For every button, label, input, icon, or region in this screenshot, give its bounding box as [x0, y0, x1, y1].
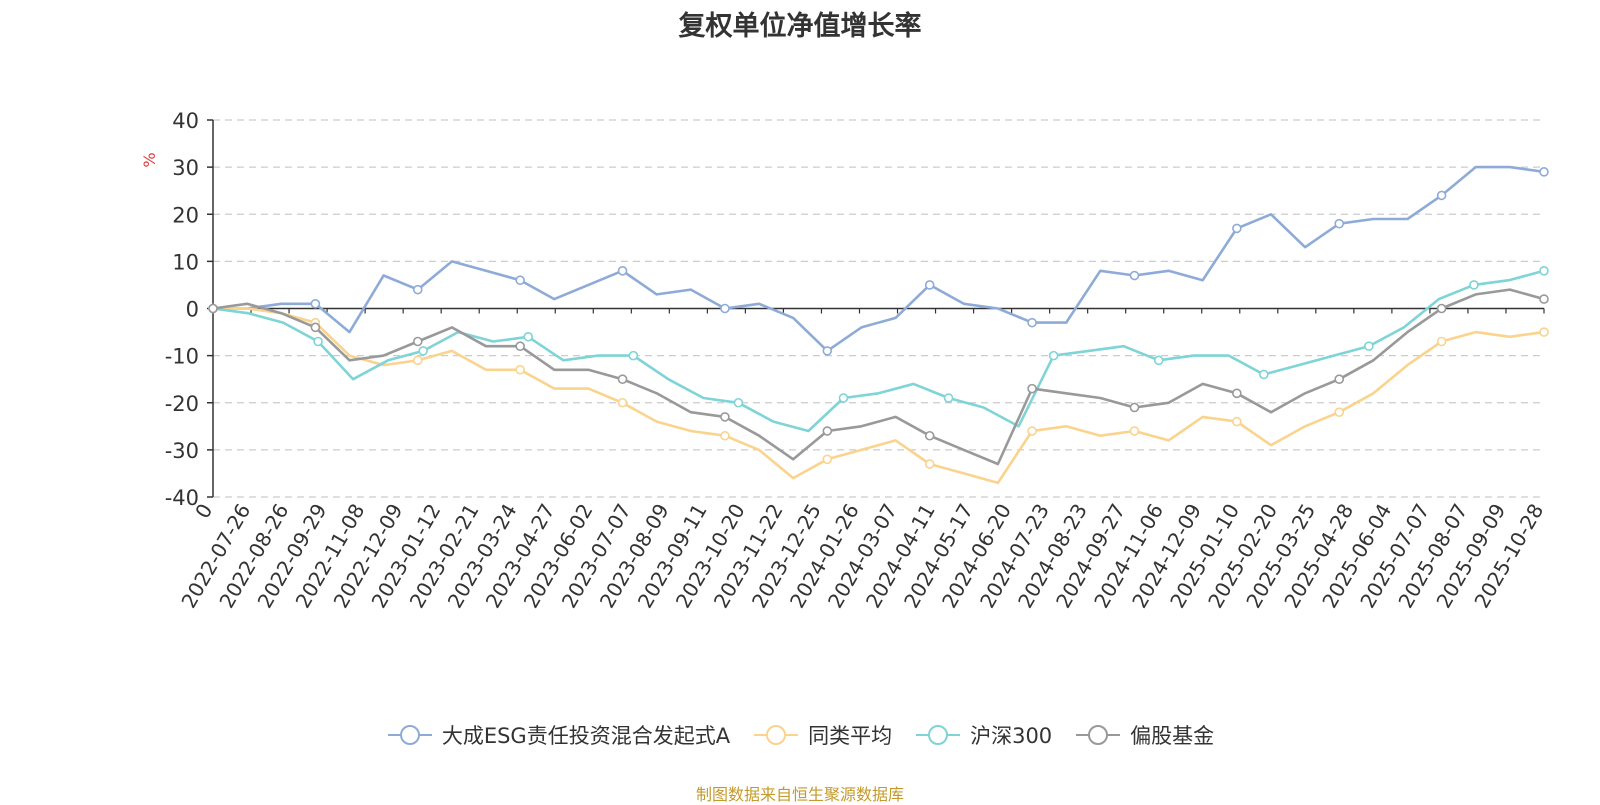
data-point[interactable]: [1048, 350, 1059, 361]
y-tick-label: -20: [165, 392, 199, 416]
data-point[interactable]: [1129, 270, 1140, 281]
legend-item[interactable]: 同类平均: [752, 720, 892, 750]
axes: [207, 119, 1545, 498]
data-point[interactable]: [1436, 336, 1447, 347]
y-tick-labels: 40 30 20 10 0 -10 -20 -30 -40: [165, 109, 199, 510]
grid-lines: [213, 119, 1544, 498]
data-point[interactable]: [515, 364, 525, 375]
legend-item[interactable]: 大成ESG责任投资混合发起式A: [386, 720, 730, 750]
data-point[interactable]: [1027, 317, 1037, 328]
y-tick-label: 10: [172, 250, 199, 274]
data-point[interactable]: [1232, 416, 1242, 427]
data-point[interactable]: [924, 459, 935, 469]
data-point[interactable]: [1334, 374, 1345, 384]
series-3: [208, 288, 1549, 466]
series-line: [213, 165, 1545, 353]
legend-circle-icon: [387, 725, 432, 745]
data-point[interactable]: [208, 303, 218, 314]
data-point[interactable]: [523, 331, 534, 342]
data-point[interactable]: [310, 298, 321, 309]
data-point[interactable]: [733, 397, 744, 408]
y-tick-label: -40: [165, 486, 199, 510]
legend-circle-icon: [916, 725, 961, 745]
data-point[interactable]: [1469, 280, 1479, 290]
legend-label: 同类平均: [808, 724, 893, 748]
chart-title: 复权单位净值增长率: [678, 11, 922, 42]
data-point[interactable]: [1258, 369, 1269, 380]
data-point[interactable]: [412, 355, 423, 366]
source-note: 制图数据来自恒生聚源数据库: [695, 785, 904, 804]
data-point[interactable]: [515, 341, 525, 352]
data-point[interactable]: [1232, 388, 1242, 399]
data-point[interactable]: [1436, 190, 1447, 201]
legend-circle-icon: [1076, 725, 1121, 745]
series-lines: [208, 165, 1549, 485]
data-point[interactable]: [412, 284, 423, 295]
data-point[interactable]: [1364, 341, 1374, 352]
data-point[interactable]: [617, 265, 628, 276]
data-point[interactable]: [720, 430, 730, 441]
data-point[interactable]: [1027, 426, 1037, 436]
data-point[interactable]: [1539, 294, 1549, 304]
data-point[interactable]: [1153, 355, 1164, 366]
data-point[interactable]: [1539, 327, 1549, 337]
legend-item[interactable]: 沪深300: [914, 720, 1052, 750]
y-tick-label: 30: [172, 156, 199, 180]
data-point[interactable]: [720, 303, 730, 314]
data-point[interactable]: [924, 430, 935, 441]
data-point[interactable]: [628, 350, 639, 361]
data-point[interactable]: [1334, 407, 1345, 417]
y-tick-label: 20: [172, 203, 199, 227]
data-point[interactable]: [617, 374, 628, 384]
data-point[interactable]: [1539, 167, 1549, 177]
legend-label: 大成ESG责任投资混合发起式A: [441, 724, 731, 748]
data-point[interactable]: [822, 454, 833, 465]
data-point[interactable]: [1027, 383, 1037, 394]
legend-circle-icon: [754, 725, 799, 745]
series-1: [208, 303, 1549, 485]
series-line: [213, 307, 1545, 485]
legend-item[interactable]: 偏股基金: [1074, 720, 1214, 750]
data-point[interactable]: [1334, 218, 1345, 229]
y-tick-label: 0: [186, 298, 199, 322]
series-0: [208, 165, 1549, 356]
data-point[interactable]: [838, 393, 849, 403]
data-point[interactable]: [943, 393, 954, 403]
data-point[interactable]: [310, 322, 321, 333]
x-tick-labels: 02022-07-262022-08-262022-09-292022-11-0…: [176, 499, 1548, 612]
data-point[interactable]: [1232, 223, 1242, 234]
data-point[interactable]: [418, 346, 428, 356]
y-tick-label: 40: [172, 109, 199, 133]
data-point[interactable]: [617, 397, 628, 408]
series-line: [212, 288, 1545, 466]
data-point[interactable]: [1129, 402, 1140, 413]
data-point[interactable]: [1129, 426, 1140, 436]
data-point[interactable]: [515, 275, 525, 286]
series-line: [212, 269, 1545, 433]
legend: 大成ESG责任投资混合发起式A 同类平均 沪深300 偏股基金: [0, 720, 1600, 750]
legend-label: 偏股基金: [1130, 724, 1215, 748]
data-point[interactable]: [720, 412, 730, 422]
legend-label: 沪深300: [970, 724, 1053, 748]
y-tick-label: -10: [165, 345, 199, 369]
data-point[interactable]: [924, 280, 935, 290]
data-point[interactable]: [822, 426, 833, 436]
y-tick-label: -30: [165, 439, 199, 463]
x-tick-label: 0: [190, 500, 217, 523]
data-point[interactable]: [412, 336, 423, 347]
data-point[interactable]: [822, 346, 833, 356]
y-axis-unit-label: %: [140, 152, 159, 167]
data-point[interactable]: [1436, 303, 1447, 314]
data-point[interactable]: [1539, 265, 1549, 276]
data-point[interactable]: [313, 336, 323, 347]
